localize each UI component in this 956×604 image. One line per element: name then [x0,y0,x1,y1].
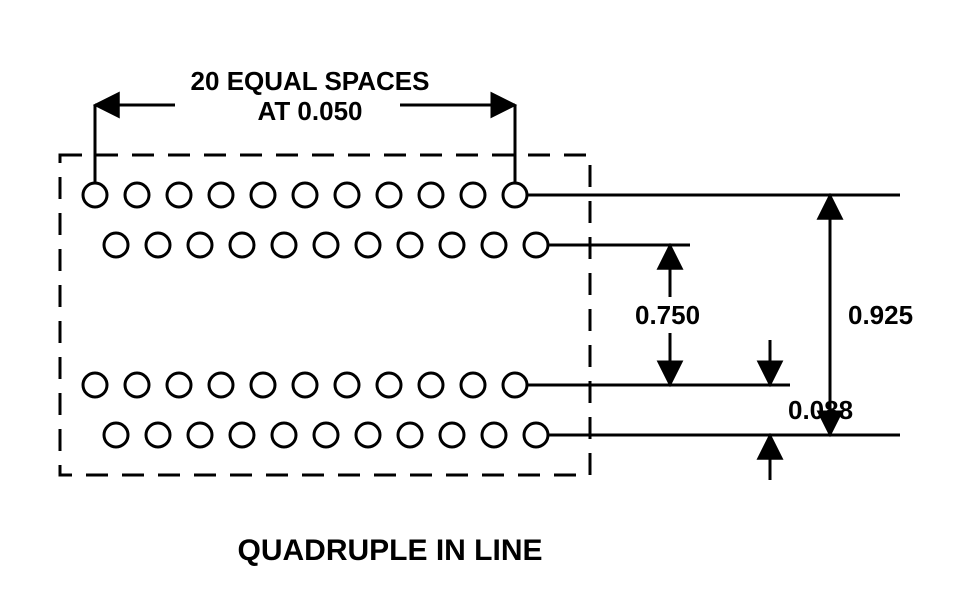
pin-circle [482,423,506,447]
pin-circle [314,423,338,447]
pin-row-3 [83,373,527,397]
pin-circle [146,233,170,257]
pin-circle [356,423,380,447]
pin-circle [440,423,464,447]
package-outline [60,155,590,475]
pin-circle [83,373,107,397]
dim-0925-label: 0.925 [848,300,913,330]
top-label-line2: AT 0.050 [257,96,362,126]
pin-circle [230,233,254,257]
pin-circle [335,183,359,207]
pin-circle [356,233,380,257]
pin-circle [377,183,401,207]
pin-circle [293,183,317,207]
pin-circle [524,233,548,257]
diagram-canvas: 20 EQUAL SPACES AT 0.050 0.750 0.925 0.0… [0,0,956,604]
pin-circle [314,233,338,257]
dim-0088-label: 0.088 [788,395,853,425]
pin-circle [125,183,149,207]
dim-0750-label: 0.750 [635,300,700,330]
pin-circle [104,423,128,447]
pin-circle [188,233,212,257]
pin-circle [209,373,233,397]
pin-circle [146,423,170,447]
pin-row-2 [104,233,548,257]
pin-circle [503,373,527,397]
pin-circle [398,233,422,257]
pin-circle [335,373,359,397]
pin-circle [188,423,212,447]
pin-circle [293,373,317,397]
pin-circle [104,233,128,257]
pin-row-1 [83,183,527,207]
pin-circle [461,183,485,207]
pin-circle [125,373,149,397]
pin-circle [272,423,296,447]
pin-circle [83,183,107,207]
pin-circle [230,423,254,447]
pin-circle [419,183,443,207]
diagram-title: QUADRUPLE IN LINE [237,534,542,567]
pin-circle [461,373,485,397]
pin-circle [251,373,275,397]
pin-circle [251,183,275,207]
pin-circle [419,373,443,397]
pin-circle [167,183,191,207]
pin-circle [167,373,191,397]
pin-circle [209,183,233,207]
top-label-line1: 20 EQUAL SPACES [191,66,430,96]
pin-circle [524,423,548,447]
pin-circle [482,233,506,257]
pin-circle [398,423,422,447]
pin-circle [377,373,401,397]
pin-row-4 [104,423,548,447]
pin-circle [440,233,464,257]
pin-circle [503,183,527,207]
pin-circle [272,233,296,257]
